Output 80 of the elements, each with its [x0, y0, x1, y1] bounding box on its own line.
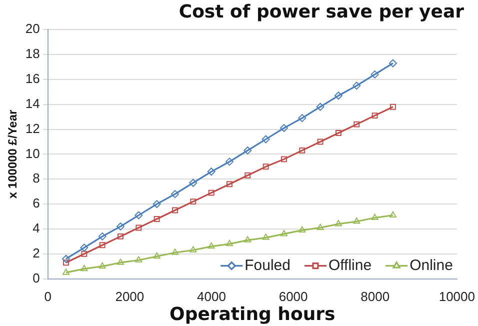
y-tick-label: 10: [25, 146, 40, 161]
point: [334, 92, 342, 100]
y-tick-label: 20: [25, 21, 40, 36]
point: [135, 256, 142, 262]
point: [98, 232, 106, 240]
y-tick-label: 6: [32, 196, 40, 211]
point: [207, 168, 216, 176]
point: [208, 190, 214, 196]
point: [262, 135, 270, 144]
y-tick-label: 16: [25, 71, 40, 86]
point: [262, 164, 269, 170]
point: [354, 121, 360, 128]
point: [372, 112, 378, 119]
point: [226, 181, 232, 188]
point: [299, 147, 306, 154]
x-tick-label: 6000: [278, 289, 308, 304]
point: [244, 236, 252, 242]
point: [136, 224, 142, 231]
y-axis-title: x 100000 £/Year: [6, 110, 20, 199]
point: [116, 258, 124, 265]
point: [353, 217, 360, 224]
point: [371, 214, 378, 220]
point: [63, 260, 69, 266]
point: [370, 70, 379, 78]
point: [62, 254, 70, 263]
point: [153, 252, 160, 259]
point: [262, 234, 270, 240]
x-tick-label: 10000: [438, 289, 476, 304]
y-tick-label: 8: [32, 170, 40, 186]
point: [118, 233, 124, 240]
x-tick-label: 8000: [360, 289, 390, 304]
point: [226, 240, 234, 246]
point: [335, 130, 342, 136]
legend-label: Offline: [328, 256, 372, 274]
point: [154, 216, 160, 222]
point: [390, 104, 396, 110]
point: [244, 146, 252, 154]
y-tick-label: 2: [32, 245, 40, 260]
point: [98, 262, 106, 269]
point: [388, 59, 397, 68]
y-tick-label: 0: [32, 270, 40, 286]
point: [99, 242, 106, 248]
point: [352, 82, 361, 90]
point: [298, 114, 306, 122]
y-tick-label: 18: [25, 46, 40, 62]
point: [190, 246, 197, 252]
point: [62, 268, 70, 275]
point: [172, 207, 178, 214]
x-tick-label: 2000: [115, 289, 144, 304]
legend-label: Online: [410, 256, 453, 274]
point: [244, 172, 251, 178]
point: [317, 138, 324, 145]
x-tick-label: 0: [44, 289, 52, 304]
y-tick-label: 14: [25, 96, 40, 111]
x-axis-title: Operating hours: [170, 304, 336, 325]
chart-title: Cost of power save per year: [178, 1, 464, 22]
point: [280, 124, 288, 132]
point: [134, 211, 143, 220]
point: [152, 200, 161, 208]
point: [171, 248, 179, 255]
point: [190, 198, 196, 205]
point: [280, 230, 288, 236]
point: [334, 220, 342, 226]
point: [189, 178, 198, 187]
point: [281, 156, 287, 162]
point: [80, 244, 88, 252]
x-tick-label: 4000: [197, 289, 226, 304]
point: [171, 190, 179, 198]
y-tick-label: 4: [32, 220, 40, 236]
point: [298, 226, 306, 232]
point: [116, 222, 125, 230]
point: [208, 242, 215, 249]
point: [316, 102, 324, 111]
point: [389, 211, 396, 218]
point: [80, 264, 88, 272]
y-tick-label: 12: [25, 120, 40, 136]
legend-label: Fouled: [244, 256, 290, 274]
point: [316, 224, 324, 230]
point: [81, 250, 88, 257]
point: [225, 158, 234, 166]
